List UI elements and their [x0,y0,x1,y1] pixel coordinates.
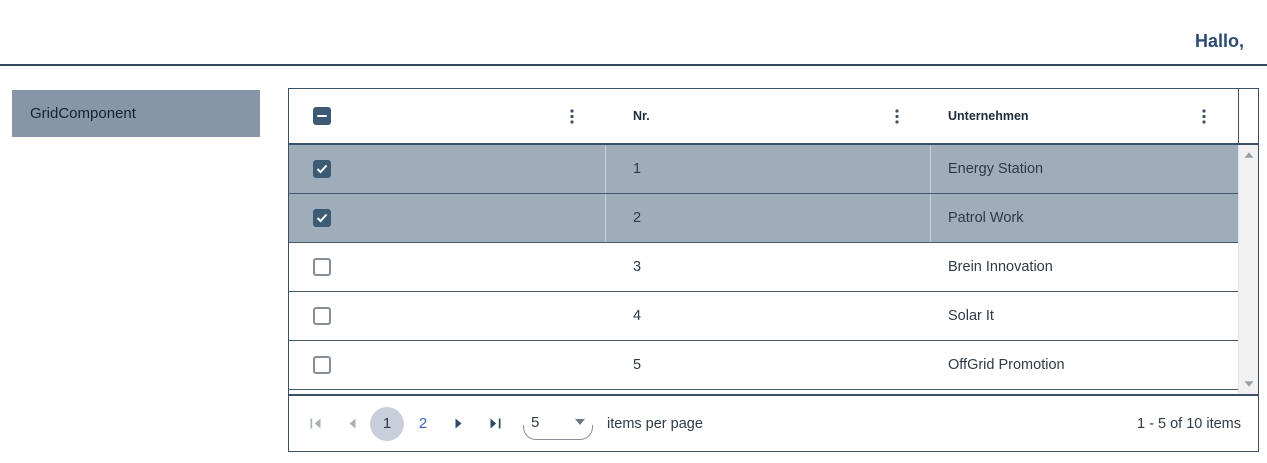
column-title-nr: Nr. [633,109,650,123]
table-row[interactable]: 4 Solar It [289,292,1238,341]
grid-pager: 1 2 5 items per page 1 - 5 of 10 items [289,394,1258,451]
cell-nr: 4 [606,292,931,340]
row-select-cell [289,194,606,242]
cell-nr: 1 [606,145,931,193]
last-page-button[interactable] [477,406,513,442]
grid-rows: 1 Energy Station 2 Patrol Work 3 Brein Innova… [289,145,1238,394]
cell-unternehmen: Patrol Work [948,210,1024,226]
greeting-text: Hallo, [1194,31,1244,51]
column-menu-dots-icon[interactable] [1196,106,1212,126]
table-row[interactable]: 2 Patrol Work [289,194,1238,243]
previous-page-button[interactable] [333,406,369,442]
cell-unternehmen: Solar It [948,308,994,324]
page-button-2[interactable]: 2 [418,415,428,432]
chevron-down-icon [575,418,585,427]
vertical-scrollbar[interactable] [1238,145,1258,394]
cell-unternehmen: OffGrid Promotion [948,357,1065,373]
header-cell-unternehmen: Unternehmen [931,89,1238,143]
cell-nr: 3 [606,243,931,291]
cell-unternehmen: Energy Station [948,161,1044,177]
row-checkbox[interactable] [313,258,331,276]
column-menu-dots-icon[interactable] [564,106,580,126]
page-button-current[interactable]: 1 [370,406,404,441]
row-select-cell [289,292,606,340]
next-page-button[interactable] [441,406,477,442]
row-checkbox[interactable] [313,209,331,227]
row-checkbox[interactable] [313,307,331,325]
items-per-page-label: items per page [607,415,703,432]
grid-body: 1 Energy Station 2 Patrol Work 3 Brein Innova… [289,145,1258,394]
header-cell-nr: Nr. [606,89,931,143]
row-select-cell [289,341,606,389]
table-row[interactable]: 3 Brein Innovation [289,243,1238,292]
cell-unternehmen: Brein Innovation [948,259,1053,275]
scroll-up-icon[interactable] [1244,152,1253,158]
page-size-value: 5 [531,414,540,431]
column-title-unternehmen: Unternehmen [948,109,1029,123]
cell-nr: 5 [606,341,931,389]
select-all-checkbox[interactable] [313,107,331,125]
sidebar-item-gridcomponent[interactable]: GridComponent [12,90,260,137]
header-scrollbar-spacer [1238,89,1258,143]
top-bar: Hallo, [0,0,1267,66]
pager-range-label: 1 - 5 of 10 items [1137,415,1241,432]
sidebar-item-label: GridComponent [30,105,136,122]
row-checkbox[interactable] [313,160,331,178]
row-select-cell [289,243,606,291]
grid-header-row: Nr. Unternehmen [289,89,1258,145]
scroll-down-icon[interactable] [1244,381,1253,387]
grid-component: Nr. Unternehmen 1 Energy Station 2 Patrol W… [288,88,1259,452]
page-size-dropdown[interactable]: 5 [523,411,593,440]
header-cell-select [289,89,606,143]
first-page-button[interactable] [297,406,333,442]
row-select-cell [289,145,606,193]
row-checkbox[interactable] [313,356,331,374]
column-menu-dots-icon[interactable] [889,106,905,126]
table-row[interactable]: 5 OffGrid Promotion [289,341,1238,390]
table-row[interactable]: 1 Energy Station [289,145,1238,194]
cell-nr: 2 [606,194,931,242]
